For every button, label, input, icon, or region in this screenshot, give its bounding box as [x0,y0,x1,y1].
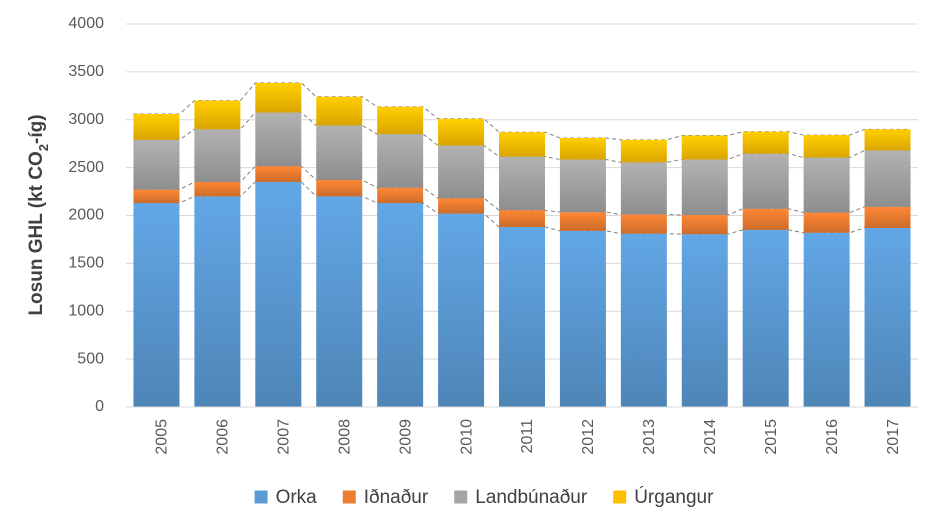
legend-item: Orka [254,487,318,508]
x-tick-label: 2012 [580,419,597,455]
y-tick-label: 4000 [68,15,104,32]
bar-segment [742,208,789,230]
bar-segment [742,131,789,154]
bar-segment [133,139,180,190]
bar-segment [742,229,789,407]
bar-segment [377,187,424,204]
x-tick-label: 2006 [215,419,232,455]
bar-segment [438,213,485,407]
bar-segment [620,233,667,407]
bar-segment [133,114,180,140]
bar-segment [438,198,485,214]
bar-segment [499,226,545,407]
bar-segment [316,125,363,181]
legend-swatch [254,490,268,504]
legend: Orka Iðnaður Landbúnaður Úrgangur [254,486,714,508]
legend-item: Úrgangur [613,486,714,508]
legend-swatch [613,490,627,504]
bar-segment [559,159,606,213]
bar-segment [377,134,424,188]
x-tick-label: 2017 [885,419,902,455]
legend-item: Landbúnaður [454,487,588,508]
series-line [133,82,911,141]
bar-segment [681,159,728,216]
y-tick-label: 500 [77,350,104,367]
bar-segment [742,153,789,209]
bar-segment [559,230,606,407]
bars [133,82,911,407]
y-tick-label: 1500 [68,255,104,272]
legend-label: Landbúnaður [475,487,588,508]
bar-segment [864,227,911,407]
x-tick-label: 2016 [824,419,841,455]
y-tick-label: 3000 [68,111,104,128]
x-axis: 2005 2006 2007 2008 2009 2010 2011 2012 2013 2014… [126,406,918,455]
bar-segment [194,100,241,130]
bar-segment [681,234,728,407]
bar-segment [316,180,363,197]
bar-segment [194,181,241,197]
bar-segment [620,139,667,163]
bar-segment [194,129,241,182]
bar-segment [499,132,545,157]
bar-segment [133,189,180,204]
bar-segment [864,150,911,207]
bar-segment [499,210,545,227]
bar-segment [559,212,606,231]
bar-segment [255,112,302,167]
bar-segment [620,214,667,234]
bar-segment [255,82,302,113]
legend-swatch [342,490,356,504]
y-axis: 0 500 1000 1500 2000 2500 3000 3500 4000 [68,15,104,415]
x-tick-label: 2013 [641,419,658,455]
x-tick-label: 2010 [458,419,475,455]
legend-label: Úrgangur [634,486,714,508]
bar-segment [316,196,363,407]
bar-segment [377,106,424,135]
x-tick-label: 2007 [276,419,293,455]
legend-label: Iðnaður [364,487,429,508]
bar-segment [864,129,911,151]
bar-segment [803,232,850,407]
bar-segment [681,215,728,235]
bar-segment [803,157,850,213]
y-tick-label: 2000 [68,207,104,224]
x-tick-label: 2014 [702,419,719,455]
bar-segment [194,196,241,407]
legend-swatch [454,490,468,504]
bar-segment [803,212,850,233]
bar-segment [803,135,850,158]
x-tick-label: 2008 [336,419,353,455]
y-axis-title: Losun GHL (kt CO2-íg) [26,114,51,315]
legend-label: Orka [276,487,318,508]
y-tick-label: 2500 [68,159,104,176]
y-tick-label: 1000 [68,302,104,319]
legend-item: Iðnaður [342,487,429,508]
bar-segment [316,96,363,126]
x-tick-label: 2009 [397,419,414,455]
x-tick-label: 2005 [154,419,171,455]
bar-segment [255,181,302,407]
bar-segment [499,156,545,211]
bar-segment [438,118,485,146]
bar-segment [559,137,606,160]
x-tick-label: 2015 [763,419,780,455]
bar-segment [255,166,302,182]
bar-segment [133,203,180,407]
x-tick-label: 2011 [519,419,536,454]
y-tick-label: 3500 [68,63,104,80]
bar-segment [438,145,485,199]
bar-segment [681,135,728,160]
bar-segment [620,162,667,215]
bar-segment [864,206,911,228]
bar-segment [377,203,424,407]
y-tick-label: 0 [95,398,104,415]
